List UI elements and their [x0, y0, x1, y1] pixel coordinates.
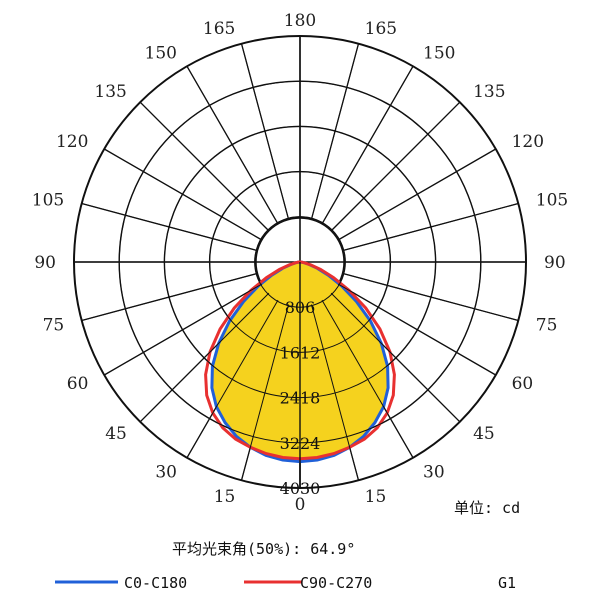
legend-label-c0-c180: C0-C180: [124, 574, 187, 592]
legend-label-c90-c270: C90-C270: [300, 574, 372, 592]
overlay-spoke-255: [81, 272, 258, 321]
unit-label: 单位: cd: [454, 499, 521, 517]
legend: C0-C180 C90-C270 G1: [55, 574, 516, 592]
overlay-spoke-195: [241, 304, 290, 481]
angle-labels: 0 15 30 45 60 75 90 105 120 135 150 165 180 15 30 45 60 7…: [32, 11, 568, 515]
angle-label-right-120: 120: [512, 132, 544, 152]
ring-labels: 806 1612 2418 3224 4030: [280, 298, 321, 498]
beam-angle-label: 平均光束角(50%): 64.9°: [172, 540, 356, 558]
angle-label-right-165: 165: [365, 19, 397, 39]
angle-label-right-135: 135: [473, 82, 505, 102]
angle-label-left-105: 105: [32, 190, 64, 210]
ring-label-4030: 4030: [280, 479, 321, 498]
angle-label-left-15: 15: [214, 487, 236, 507]
angle-label-left-135: 135: [94, 82, 126, 102]
overlay-spoke-105: [342, 272, 519, 321]
overlay-spoke-240: [104, 283, 263, 376]
angle-label-right-30: 30: [423, 463, 445, 483]
overlay-spoke-75: [342, 203, 519, 252]
grid-overlay: [73, 35, 527, 489]
overlay-spoke-45: [330, 101, 461, 232]
series-layer: [73, 35, 527, 489]
legend-label-g1: G1: [498, 574, 516, 592]
angle-label-right-75: 75: [536, 316, 558, 336]
angle-label-left-180: 180: [284, 11, 316, 31]
overlay-spoke-330: [186, 66, 279, 225]
overlay-spoke-60: [337, 148, 496, 241]
ring-label-1612: 1612: [280, 343, 321, 362]
angle-label-left-150: 150: [145, 43, 177, 63]
overlay-spoke-285: [81, 203, 258, 252]
overlay-spoke-315: [139, 101, 270, 232]
angle-label-left-30: 30: [155, 463, 177, 483]
angle-label-right-60: 60: [512, 374, 534, 394]
angle-label-left-75: 75: [43, 316, 65, 336]
angle-label-left-0: 0: [295, 495, 306, 515]
ring-label-3224: 3224: [280, 434, 321, 453]
overlay-spoke-135: [330, 292, 461, 423]
overlay-spoke-345: [241, 43, 290, 220]
angle-label-left-60: 60: [67, 374, 89, 394]
overlay-spoke-210: [186, 299, 279, 458]
angle-label-left-90: 90: [34, 253, 56, 273]
overlay-spoke-15: [310, 43, 359, 220]
angle-label-right-90: 90: [544, 253, 566, 273]
angle-label-right-15: 15: [365, 487, 387, 507]
angle-label-right-45: 45: [473, 424, 495, 444]
angle-label-left-45: 45: [105, 424, 127, 444]
angle-label-left-165: 165: [203, 19, 235, 39]
angle-label-right-150: 150: [423, 43, 455, 63]
overlay-spoke-120: [337, 283, 496, 376]
ring-label-2418: 2418: [280, 389, 321, 408]
overlay-spoke-30: [321, 66, 414, 225]
overlay-spoke-300: [104, 148, 263, 241]
angle-label-left-120: 120: [56, 132, 88, 152]
overlay-spoke-165: [310, 304, 359, 481]
angle-label-right-105: 105: [536, 190, 568, 210]
overlay-spoke-225: [139, 292, 270, 423]
overlay-spoke-150: [321, 299, 414, 458]
ring-label-806: 806: [285, 298, 316, 317]
